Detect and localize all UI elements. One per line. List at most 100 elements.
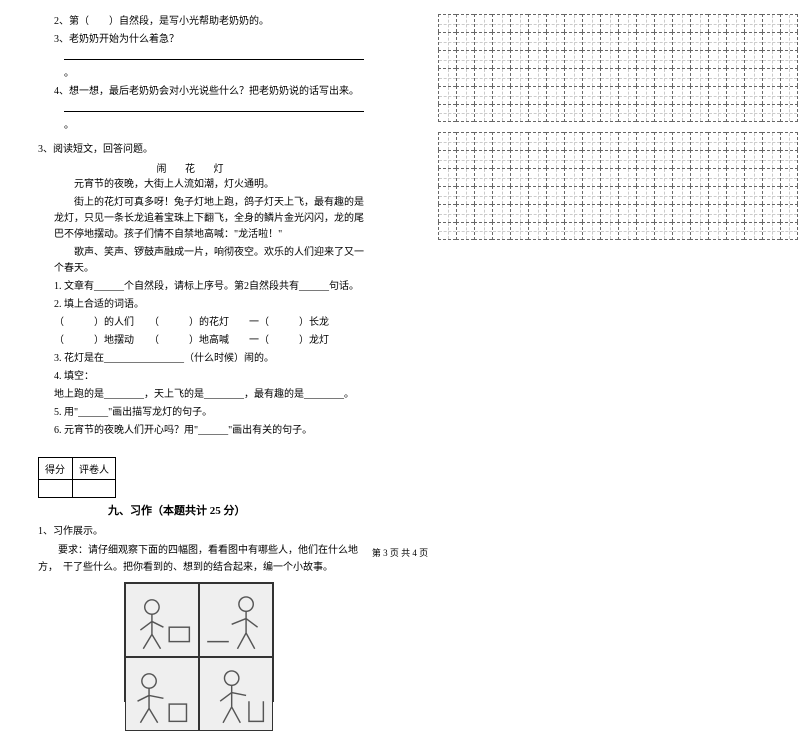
grid-cell (618, 168, 636, 186)
grid-row (438, 50, 798, 68)
reading-intro: 3、阅读短文，回答问题。 (24, 142, 364, 158)
grid-cell (510, 204, 528, 222)
grid-cell (528, 68, 546, 86)
page-footer: 第 3 页 共 4 页 (0, 546, 800, 559)
grid-cell (438, 86, 456, 104)
img-panel-4 (199, 657, 273, 731)
grid-cell (690, 86, 708, 104)
grid-cell (564, 32, 582, 50)
reading-q2b: （ ）地摆动 （ ）地高喊 一（ ）龙灯 (24, 333, 364, 349)
grid-cell (528, 168, 546, 186)
blank-line-1: 。 (24, 50, 364, 82)
grid-cell (564, 168, 582, 186)
grid-cell (780, 50, 798, 68)
grid-cell (708, 86, 726, 104)
score-table: 得分 评卷人 (38, 457, 116, 498)
grid-cell (690, 50, 708, 68)
marker-cell (73, 480, 116, 498)
grid-cell (456, 86, 474, 104)
grid-cell (474, 168, 492, 186)
grid-cell (438, 132, 456, 150)
grid-cell (564, 104, 582, 122)
grid-cell (582, 86, 600, 104)
grid-cell (726, 222, 744, 240)
grid-cell (582, 168, 600, 186)
grid-cell (690, 68, 708, 86)
grid-cell (762, 68, 780, 86)
grid-cell (744, 186, 762, 204)
grid-cell (654, 104, 672, 122)
para-2: 街上的花灯可真多呀！兔子灯地上跑，鸽子灯天上飞，最有趣的是龙灯，只见一条长龙追着… (24, 195, 364, 243)
grid-cell (762, 32, 780, 50)
section-9-title: 九、习作（本题共计 25 分） (108, 502, 364, 518)
grid-cell (708, 104, 726, 122)
grid-cell (564, 204, 582, 222)
grid-cell (456, 222, 474, 240)
grid-cell (726, 150, 744, 168)
grid-cell (492, 68, 510, 86)
grid-cell (762, 186, 780, 204)
grid-cell (510, 14, 528, 32)
q2-text: 2、第（ ）自然段，是写小光帮助老奶奶的。 (24, 14, 364, 30)
grid-cell (456, 168, 474, 186)
reading-q5: 5. 用"______"画出描写龙灯的句子。 (24, 405, 364, 421)
grid-cell (780, 222, 798, 240)
grid-cell (636, 68, 654, 86)
grid-cell (636, 204, 654, 222)
grid-cell (492, 186, 510, 204)
grid-cell (456, 14, 474, 32)
grid-cell (582, 14, 600, 32)
reading-title: 闹 花 灯 (24, 160, 364, 175)
grid-cell (780, 132, 798, 150)
grid-cell (744, 204, 762, 222)
grid-cell (636, 150, 654, 168)
grid-cell (600, 104, 618, 122)
reading-q2: 2. 填上合适的词语。 (24, 297, 364, 313)
grid-cell (744, 50, 762, 68)
grid-cell (672, 186, 690, 204)
grid-cell (690, 150, 708, 168)
grid-cell (636, 168, 654, 186)
grid-cell (546, 186, 564, 204)
grid-cell (762, 86, 780, 104)
grid-row (438, 150, 798, 168)
grid-cell (438, 168, 456, 186)
grid-cell (510, 186, 528, 204)
grid-cell (708, 168, 726, 186)
grid-cell (636, 186, 654, 204)
grid-cell (762, 132, 780, 150)
image-grid (124, 582, 274, 702)
grid-cell (546, 132, 564, 150)
grid-cell (546, 50, 564, 68)
grid-cell (762, 50, 780, 68)
reading-q4: 4. 填空： (24, 369, 364, 385)
grid-cell (582, 104, 600, 122)
grid-cell (456, 150, 474, 168)
reading-q2a: （ ）的人们 （ ）的花灯 一（ ）长龙 (24, 315, 364, 331)
grid-cell (744, 150, 762, 168)
grid-cell (510, 132, 528, 150)
grid-cell (672, 150, 690, 168)
grid-row (438, 14, 798, 32)
grid-row (438, 204, 798, 222)
grid-cell (708, 150, 726, 168)
writing-grid-1 (438, 14, 798, 122)
grid-cell (636, 132, 654, 150)
grid-cell (618, 50, 636, 68)
grid-cell (546, 168, 564, 186)
grid-cell (654, 50, 672, 68)
grid-cell (726, 168, 744, 186)
grid-cell (780, 32, 798, 50)
grid-cell (564, 186, 582, 204)
grid-cell (582, 150, 600, 168)
grid-cell (762, 168, 780, 186)
grid-cell (546, 104, 564, 122)
img-panel-1 (125, 583, 199, 657)
grid-cell (744, 104, 762, 122)
grid-cell (492, 32, 510, 50)
grid-cell (474, 68, 492, 86)
grid-cell (528, 14, 546, 32)
q4-text: 4、想一想，最后老奶奶会对小光说些什么？把老奶奶说的话写出来。 (24, 84, 364, 100)
grid-cell (672, 14, 690, 32)
grid-cell (474, 32, 492, 50)
